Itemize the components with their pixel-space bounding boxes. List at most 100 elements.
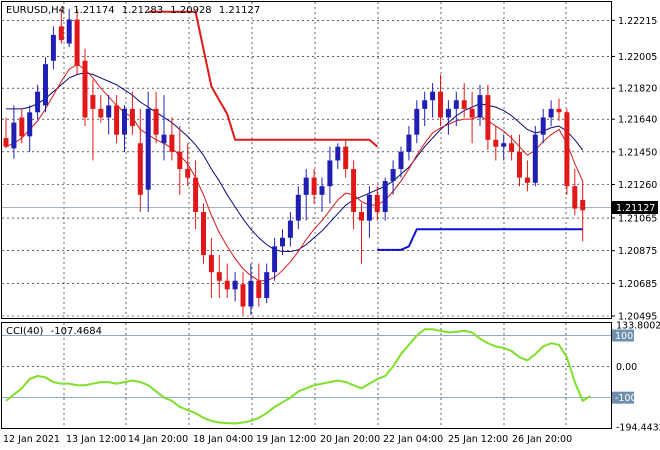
candle[interactable] [438,74,443,127]
candle[interactable] [50,26,56,70]
candle[interactable] [414,100,420,144]
candle[interactable] [343,139,349,178]
candles[interactable] [3,9,586,316]
candle[interactable] [556,98,562,121]
candle[interactable] [303,169,309,221]
candle[interactable] [232,272,238,302]
candle[interactable] [532,126,538,187]
candle[interactable] [66,9,72,47]
candle[interactable] [406,126,412,161]
candle-body [461,100,467,109]
candle[interactable] [256,263,262,307]
candle-body [272,246,278,273]
candle[interactable] [374,186,380,221]
candle[interactable] [43,57,48,113]
candle[interactable] [272,237,278,281]
candle[interactable] [580,181,586,242]
candle[interactable] [19,108,25,144]
candle[interactable] [280,229,285,255]
candle[interactable] [311,169,317,204]
candle-body [193,177,199,212]
candle-body [485,95,491,140]
candle[interactable] [98,95,104,123]
candle[interactable] [564,108,570,195]
candle-body [248,280,254,307]
candle[interactable] [264,263,270,304]
candle[interactable] [145,91,151,212]
candle-body [374,194,380,212]
candle-body [398,151,404,170]
candle[interactable] [461,83,467,118]
candle[interactable] [240,272,246,316]
candle[interactable] [11,105,17,159]
candle[interactable] [398,146,404,178]
candle[interactable] [185,143,191,187]
cci-level-badge-text: 100 [615,331,633,342]
candle[interactable] [82,48,88,127]
candle[interactable] [114,95,120,144]
candle[interactable] [106,95,112,135]
candle[interactable] [359,203,364,264]
candle[interactable] [351,160,357,230]
candle[interactable] [493,126,499,161]
candle[interactable] [517,134,522,187]
candle-body [11,122,17,149]
candle[interactable] [248,263,254,316]
price-tick-label: 1.21640 [618,115,657,126]
candle[interactable] [390,160,396,195]
candle[interactable] [422,91,428,127]
candle[interactable] [319,177,325,212]
candle[interactable] [216,254,222,298]
candle-body [224,280,230,290]
candle[interactable] [122,105,127,152]
candle[interactable] [287,212,293,247]
candle[interactable] [177,126,183,195]
candle[interactable] [485,84,491,151]
candle[interactable] [27,105,33,152]
candle[interactable] [572,169,578,216]
time-tick-label: 19 Jan 12:00 [256,434,316,445]
candle[interactable] [430,83,436,118]
candle-body [540,117,546,135]
candle[interactable] [90,79,96,161]
candle[interactable] [540,108,546,144]
candle-body [232,280,238,290]
candle[interactable] [208,237,214,298]
candle[interactable] [445,100,451,135]
candle[interactable] [129,91,135,135]
candle[interactable] [169,117,175,161]
candle[interactable] [295,186,301,230]
candle[interactable] [366,186,372,238]
candle[interactable] [137,108,143,212]
candle[interactable] [327,146,333,204]
candle[interactable] [193,160,199,230]
candle[interactable] [335,143,341,170]
cci-axis: 133.8002 0.00 -194.4432 100 -100 [612,321,660,434]
cci-tick-label: -194.4432 [616,423,660,434]
candle[interactable] [509,134,515,161]
candle[interactable] [58,9,64,44]
candle[interactable] [524,160,530,192]
candle[interactable] [469,91,475,144]
cci-header: CCI(40) -107.4684 [6,326,102,337]
candle[interactable] [477,84,483,127]
candle-body [469,108,475,118]
candle[interactable] [153,91,159,144]
candle[interactable] [35,84,41,120]
candle[interactable] [201,203,206,264]
candle[interactable] [501,134,507,161]
candle[interactable] [3,117,9,149]
candle-body [382,181,388,212]
candle[interactable] [74,9,80,75]
red-level-line [148,10,378,148]
candle[interactable] [453,91,459,127]
candle-body [556,108,562,113]
candle-body [216,272,222,281]
candle[interactable] [548,100,554,127]
candle[interactable] [161,95,167,161]
candle[interactable] [224,263,230,298]
candle[interactable] [382,177,388,221]
cci-level-badge [612,329,634,342]
